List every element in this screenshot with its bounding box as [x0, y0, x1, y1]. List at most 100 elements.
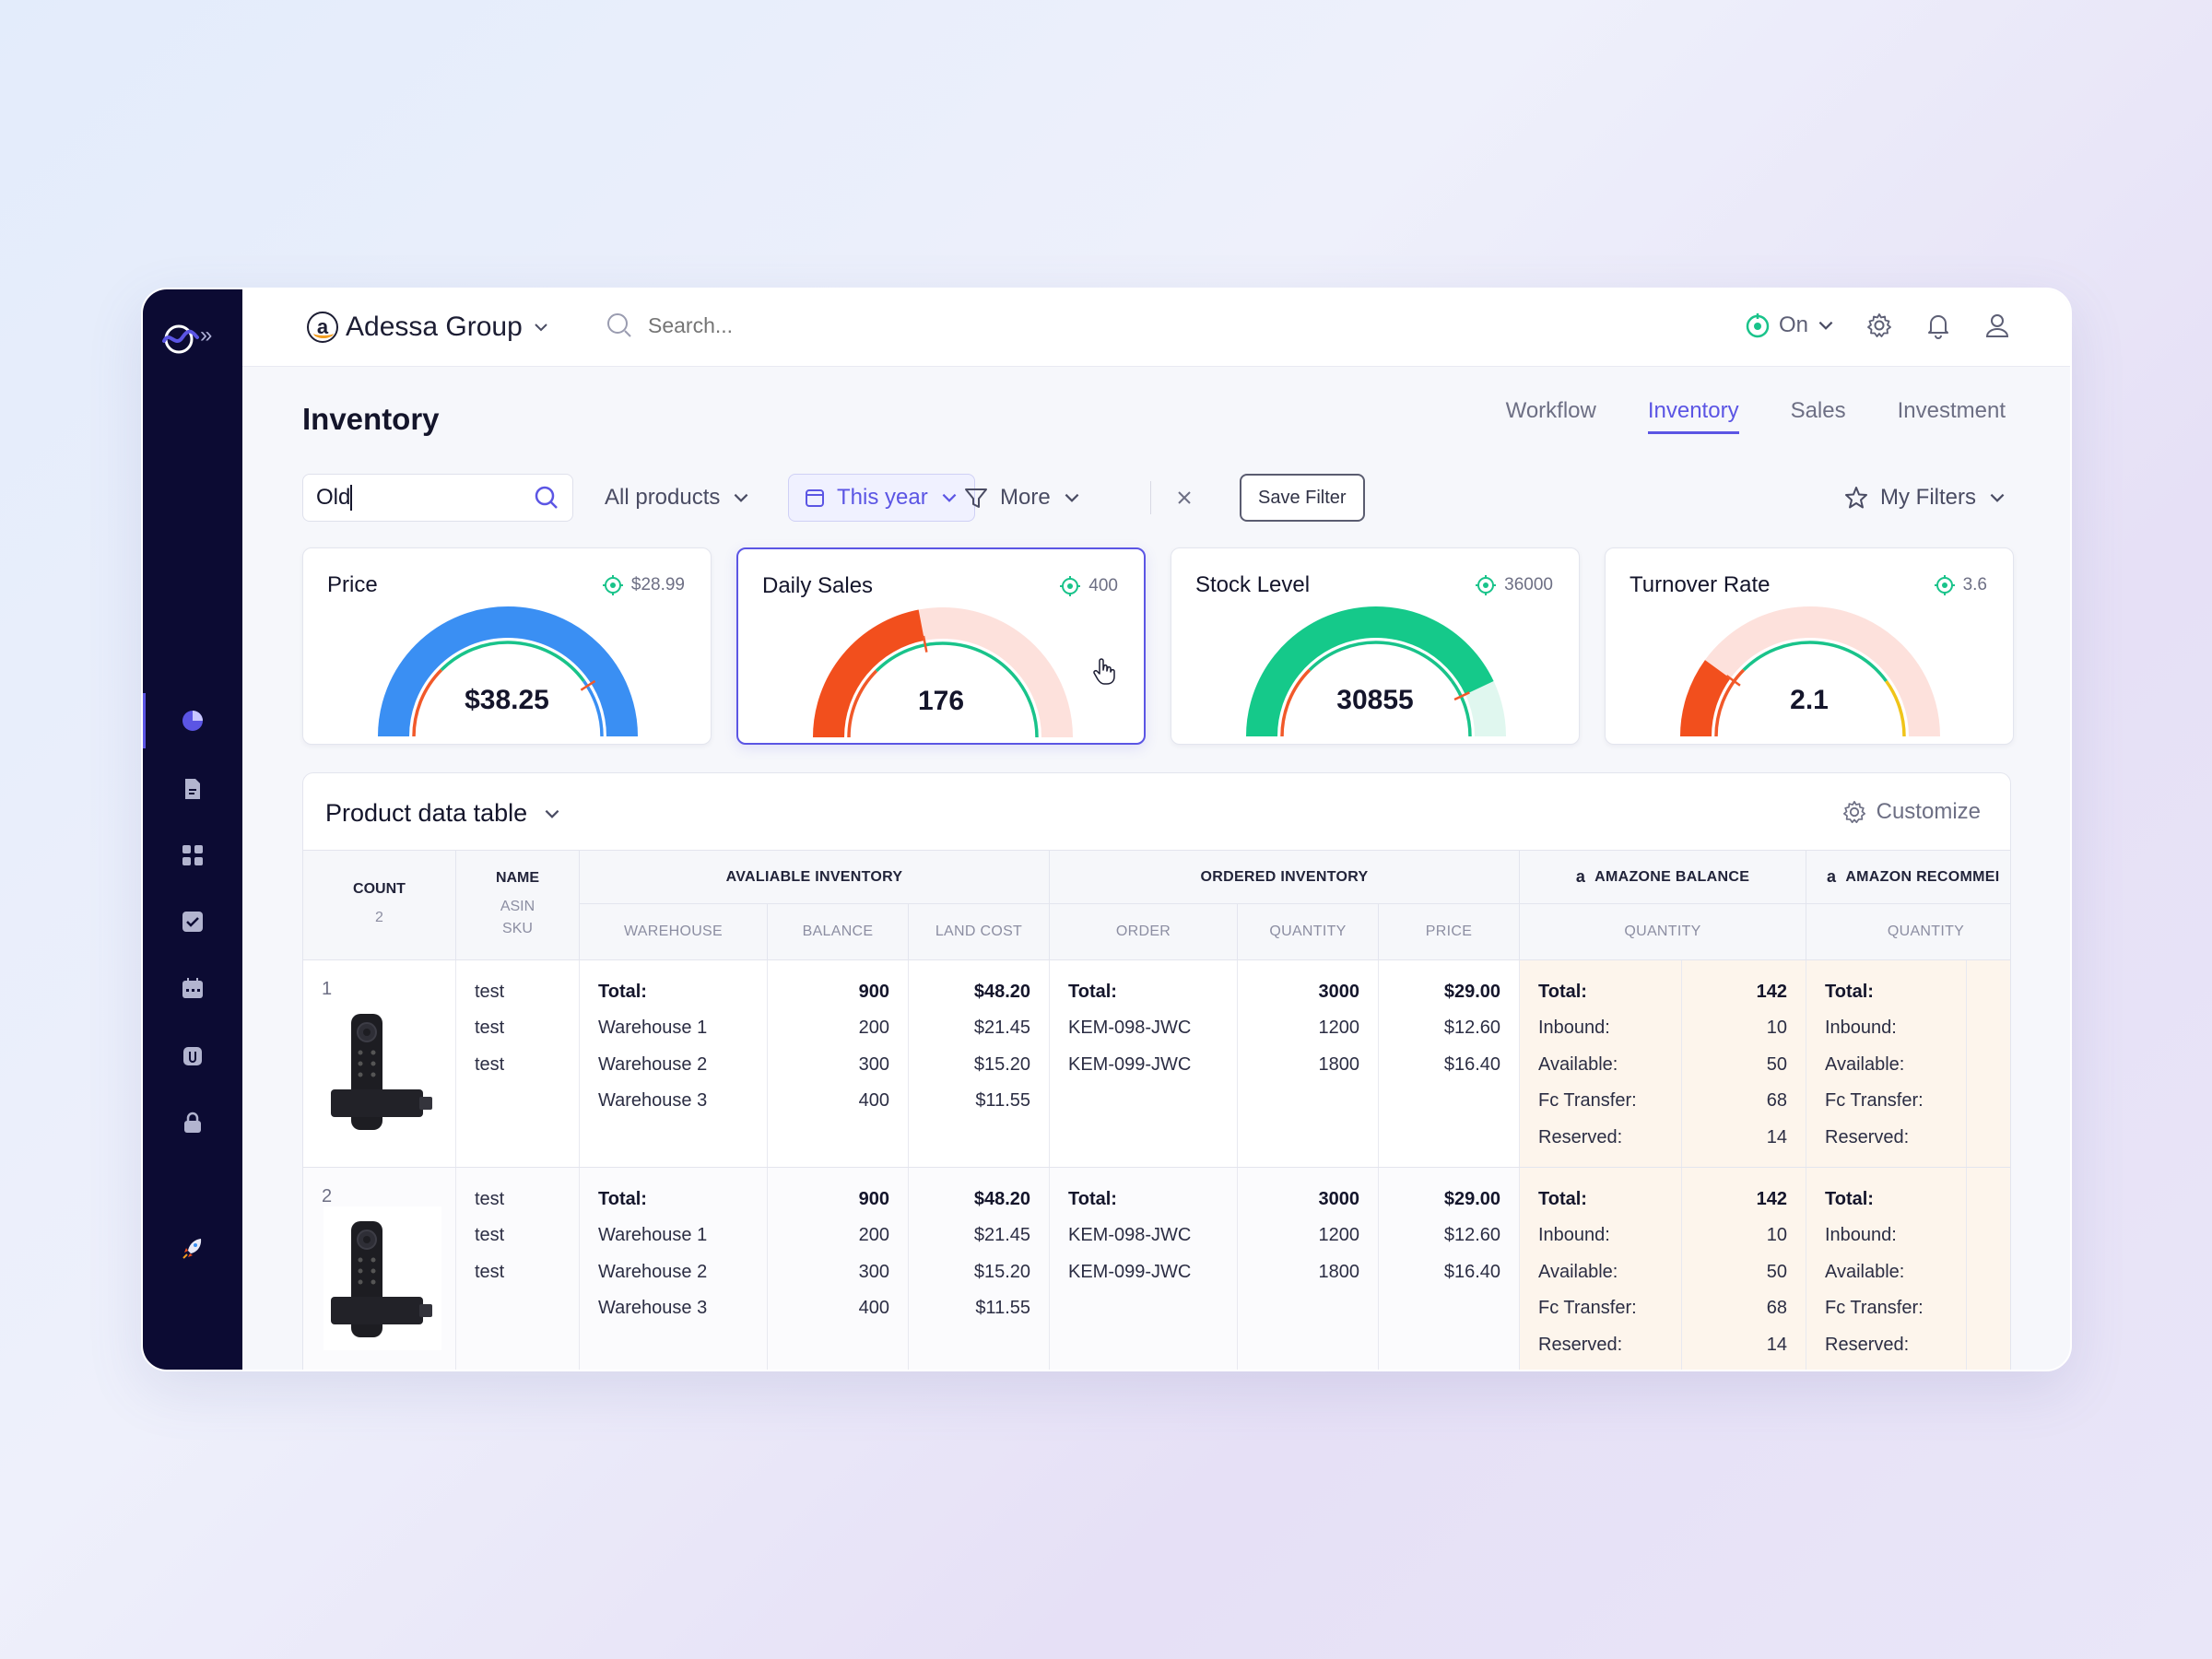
- sidebar-item-documents[interactable]: [143, 761, 242, 817]
- row-number: 2: [322, 1186, 333, 1206]
- cell-value: 142: [1756, 1189, 1787, 1209]
- cell-value: Warehouse 1: [598, 1225, 708, 1246]
- gauge-inner-high: [1885, 679, 1906, 737]
- header-sub-sku: SKU: [502, 921, 533, 936]
- cell-warehouses: Total: Warehouse 1 Warehouse 2 Warehouse 3: [580, 1168, 768, 1370]
- my-filters-dropdown[interactable]: My Filters: [1843, 474, 2007, 522]
- table-view-dropdown[interactable]: Product data table: [325, 799, 562, 828]
- sidebar-item-launch[interactable]: [143, 1220, 242, 1276]
- cell-value: $11.55: [975, 1298, 1030, 1319]
- sidebar-item-apps[interactable]: [143, 828, 242, 883]
- cell-value: $11.55: [975, 1090, 1030, 1112]
- pie-chart-icon: [182, 711, 203, 731]
- tab-sales[interactable]: Sales: [1790, 398, 1846, 423]
- notifications-button[interactable]: [1923, 310, 1954, 341]
- cell-quantities: 3000 1200 1800: [1238, 960, 1379, 1167]
- customize-button[interactable]: Customize: [1841, 799, 1981, 825]
- inventory-search-input[interactable]: Old: [316, 485, 353, 511]
- cell-value: Inbound:: [1538, 1018, 1610, 1039]
- cell-value: Available:: [1825, 1053, 1905, 1075]
- column-group-available: AVALIABLE INVENTORY: [580, 851, 1050, 904]
- app-logo-icon[interactable]: [159, 317, 203, 361]
- cell-value: 50: [1766, 1261, 1787, 1282]
- cell-balances: 900 200 300 400: [768, 1168, 909, 1370]
- kpi-target-value: 3.6: [1962, 575, 1987, 594]
- cell-value: Fc Transfer:: [1538, 1090, 1637, 1112]
- search-icon: [607, 313, 631, 337]
- gauge-inner-low: [1714, 668, 1746, 737]
- cell-value: 300: [858, 1053, 889, 1075]
- cell-value: Available:: [1825, 1261, 1905, 1282]
- sidebar-item-attachments[interactable]: [143, 1029, 242, 1084]
- settings-button[interactable]: [1864, 310, 1895, 341]
- tab-inventory[interactable]: Inventory: [1647, 398, 1739, 434]
- cell-value: KEM-098-JWC: [1068, 1225, 1192, 1246]
- column-balance[interactable]: BALANCE: [768, 904, 909, 959]
- sidebar-item-tasks[interactable]: [143, 894, 242, 949]
- profile-button[interactable]: [1982, 310, 2013, 341]
- column-amz-quantity[interactable]: QUANTITY: [1520, 904, 1806, 959]
- sidebar-item-security[interactable]: [143, 1095, 242, 1150]
- column-count[interactable]: COUNT 2: [303, 851, 456, 959]
- sidebar-item-calendar[interactable]: [143, 960, 242, 1016]
- cell-balances: 900 200 300 400: [768, 960, 909, 1167]
- header-count-value: 2: [375, 910, 383, 925]
- kpi-card-daily-sales[interactable]: Daily Sales 400 176: [736, 547, 1146, 745]
- more-filters-dropdown[interactable]: More: [963, 474, 1082, 522]
- gauge-needle: [580, 679, 596, 691]
- kpi-card-price[interactable]: Price $28.99 $38.25: [302, 547, 712, 745]
- grid-icon: [182, 845, 203, 865]
- user-icon: [1985, 314, 2009, 337]
- search-input[interactable]: [648, 312, 1017, 338]
- cell-value: KEM-099-JWC: [1068, 1053, 1192, 1075]
- product-image[interactable]: [324, 1206, 441, 1350]
- kpi-card-turnover-rate[interactable]: Turnover Rate 3.6 2.1: [1605, 547, 2014, 745]
- product-image[interactable]: [324, 999, 441, 1143]
- cell-value: $16.40: [1443, 1261, 1500, 1282]
- save-filter-button[interactable]: Save Filter: [1240, 474, 1365, 522]
- cell-value: 200: [858, 1018, 889, 1039]
- kpi-target: 36000: [1475, 574, 1553, 596]
- cell-value: Total:: [1068, 982, 1117, 1002]
- period-dropdown[interactable]: This year: [788, 474, 975, 522]
- gauge-inner-low: [412, 668, 443, 737]
- column-name[interactable]: NAME ASIN SKU: [456, 851, 580, 959]
- kpi-gauge: [813, 607, 1073, 738]
- tab-workflow[interactable]: Workflow: [1505, 398, 1596, 423]
- products-dropdown[interactable]: All products: [605, 474, 751, 522]
- cell-orders: Total: KEM-098-JWC KEM-099-JWC: [1050, 1168, 1238, 1370]
- sidebar-item-dashboard[interactable]: [143, 693, 242, 748]
- products-dropdown-label: All products: [605, 485, 721, 510]
- org-switcher[interactable]: a Adessa Group: [307, 312, 550, 343]
- column-land-cost[interactable]: LAND COST: [909, 904, 1050, 959]
- sync-toggle[interactable]: On: [1744, 312, 1836, 339]
- cell-value: Inbound:: [1825, 1225, 1897, 1246]
- kpi-value: 30855: [1336, 685, 1414, 715]
- kpi-card-stock-level[interactable]: Stock Level 36000 30855: [1171, 547, 1580, 745]
- cell-value: KEM-099-JWC: [1068, 1261, 1192, 1282]
- cell-value: $12.60: [1443, 1018, 1500, 1039]
- power-icon: [1746, 313, 1770, 338]
- lock-icon: [184, 1112, 201, 1133]
- tab-investment[interactable]: Investment: [1897, 398, 2006, 423]
- cell-value: Available:: [1538, 1053, 1618, 1075]
- column-price[interactable]: PRICE: [1379, 904, 1520, 959]
- table-row[interactable]: 2 test test test Total: Warehouse 1 Warehouse …: [303, 1167, 2010, 1370]
- search-icon[interactable]: [534, 485, 559, 511]
- chevron-down-icon: [545, 809, 559, 818]
- column-quantity[interactable]: QUANTITY: [1238, 904, 1379, 959]
- cell-value: 50: [1766, 1053, 1787, 1075]
- clear-filters-button[interactable]: [1174, 474, 1194, 522]
- table-row[interactable]: 1 test test test Total: Warehouse 1 Warehouse …: [303, 959, 2010, 1167]
- expand-sidebar-icon[interactable]: »: [200, 323, 213, 347]
- cell-value: Inbound:: [1825, 1018, 1897, 1039]
- inventory-search[interactable]: Old: [302, 474, 573, 522]
- column-order[interactable]: ORDER: [1050, 904, 1238, 959]
- cell-value: Warehouse 3: [598, 1298, 708, 1319]
- column-warehouse[interactable]: WAREHOUSE: [580, 904, 768, 959]
- product-data-table: Product data table Customize COUNT 2 NAM…: [302, 772, 2011, 1370]
- global-search[interactable]: [606, 312, 1017, 339]
- column-rec-quantity[interactable]: QUANTITY: [1806, 904, 2010, 959]
- chevron-down-icon: [1818, 321, 1833, 330]
- star-icon: [1845, 487, 1867, 509]
